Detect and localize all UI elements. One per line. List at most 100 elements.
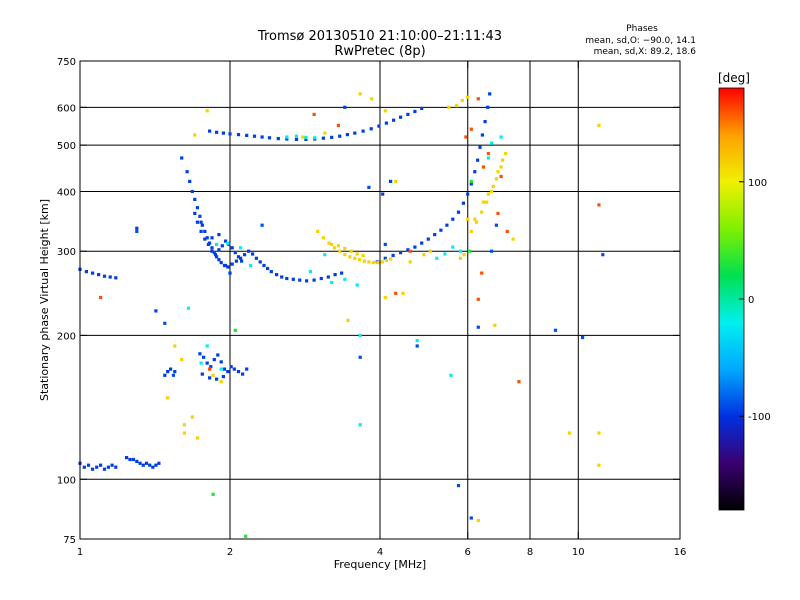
y-tick-label: 400 xyxy=(57,187,76,198)
data-point xyxy=(211,373,215,377)
data-point xyxy=(245,133,249,137)
data-point xyxy=(358,92,362,96)
data-point xyxy=(490,141,494,145)
data-point xyxy=(327,241,331,245)
data-point xyxy=(86,463,91,467)
data-point xyxy=(338,249,342,253)
data-point xyxy=(232,367,236,371)
data-point xyxy=(415,339,419,343)
data-point xyxy=(496,170,500,174)
data-point xyxy=(239,246,243,250)
data-point xyxy=(91,467,95,471)
phases-stats-o: mean, sd,O: −90.0, 14.1 xyxy=(585,36,696,46)
data-point xyxy=(276,137,280,141)
data-point xyxy=(499,165,503,169)
data-point xyxy=(469,182,473,186)
data-point xyxy=(254,256,258,260)
data-point xyxy=(445,223,449,227)
data-point xyxy=(456,484,461,488)
data-point xyxy=(481,165,485,169)
data-point xyxy=(291,277,295,281)
y-tick-label: 200 xyxy=(57,331,76,342)
data-point xyxy=(486,156,490,160)
data-point xyxy=(154,309,158,313)
data-point xyxy=(486,192,490,196)
data-point xyxy=(200,223,204,227)
data-point xyxy=(141,463,145,467)
data-point xyxy=(361,253,365,257)
data-point xyxy=(95,465,99,469)
data-point xyxy=(269,270,273,274)
data-point xyxy=(285,135,289,139)
data-point xyxy=(97,273,101,277)
data-point xyxy=(466,192,470,196)
x-tick-label: 1 xyxy=(77,547,83,558)
data-point xyxy=(217,233,221,237)
data-point xyxy=(597,123,601,127)
data-point xyxy=(394,291,398,295)
data-point xyxy=(451,245,455,249)
data-point xyxy=(476,297,480,301)
data-point xyxy=(485,200,489,204)
data-point xyxy=(413,245,417,249)
axis-ticks: 1 2 4 6 8 10 16 75 100 200 300 400 500 600 750 xyxy=(57,57,686,558)
data-point xyxy=(305,279,309,283)
data-point xyxy=(220,244,224,248)
grid-lines xyxy=(80,61,680,539)
phases-heading: Phases xyxy=(626,24,658,34)
data-point xyxy=(138,461,142,465)
data-point xyxy=(215,242,219,246)
data-point xyxy=(173,344,177,348)
data-point xyxy=(110,463,114,467)
data-point xyxy=(358,333,362,337)
data-point xyxy=(193,211,197,215)
data-point xyxy=(266,266,270,271)
data-point xyxy=(226,241,230,245)
x-axis-label: Frequency [MHz] xyxy=(334,558,426,571)
data-point xyxy=(144,461,149,465)
data-point xyxy=(480,133,484,137)
data-point xyxy=(135,229,139,233)
data-point xyxy=(464,135,468,139)
data-point xyxy=(190,189,194,194)
data-point xyxy=(215,377,219,381)
data-point xyxy=(455,104,459,108)
data-point xyxy=(82,465,86,469)
data-point xyxy=(213,253,218,257)
data-point xyxy=(422,253,426,257)
data-point xyxy=(343,253,347,257)
y-tick-label: 500 xyxy=(57,141,76,152)
data-point xyxy=(330,280,334,285)
data-point xyxy=(369,127,373,131)
data-point xyxy=(202,355,206,359)
data-point xyxy=(151,465,155,469)
data-point xyxy=(601,253,605,257)
data-point xyxy=(244,534,248,538)
data-point xyxy=(210,249,214,253)
data-point xyxy=(323,253,327,257)
data-points xyxy=(78,92,605,538)
data-point xyxy=(345,133,349,137)
data-point xyxy=(483,120,487,124)
data-point xyxy=(251,252,255,256)
data-point xyxy=(389,179,393,183)
y-axis-label: Stationary phase Virtual Height [km] xyxy=(38,199,51,401)
x-tick-label: 6 xyxy=(465,547,471,558)
data-point xyxy=(267,136,272,140)
chart-title: Tromsø 20130510 21:10:00–21:11:43 xyxy=(257,29,502,44)
data-point xyxy=(321,236,325,240)
data-point xyxy=(241,372,245,376)
data-point xyxy=(210,246,214,250)
data-point xyxy=(114,276,118,280)
data-point xyxy=(420,106,424,110)
data-point xyxy=(413,109,417,114)
data-point xyxy=(383,109,387,113)
data-point xyxy=(491,184,495,188)
data-point xyxy=(384,121,388,125)
data-point xyxy=(222,367,227,371)
data-point xyxy=(217,248,221,252)
colorbar-tick-label: 100 xyxy=(748,178,767,189)
data-point xyxy=(456,210,461,214)
data-point xyxy=(443,252,447,256)
data-point xyxy=(285,276,289,281)
